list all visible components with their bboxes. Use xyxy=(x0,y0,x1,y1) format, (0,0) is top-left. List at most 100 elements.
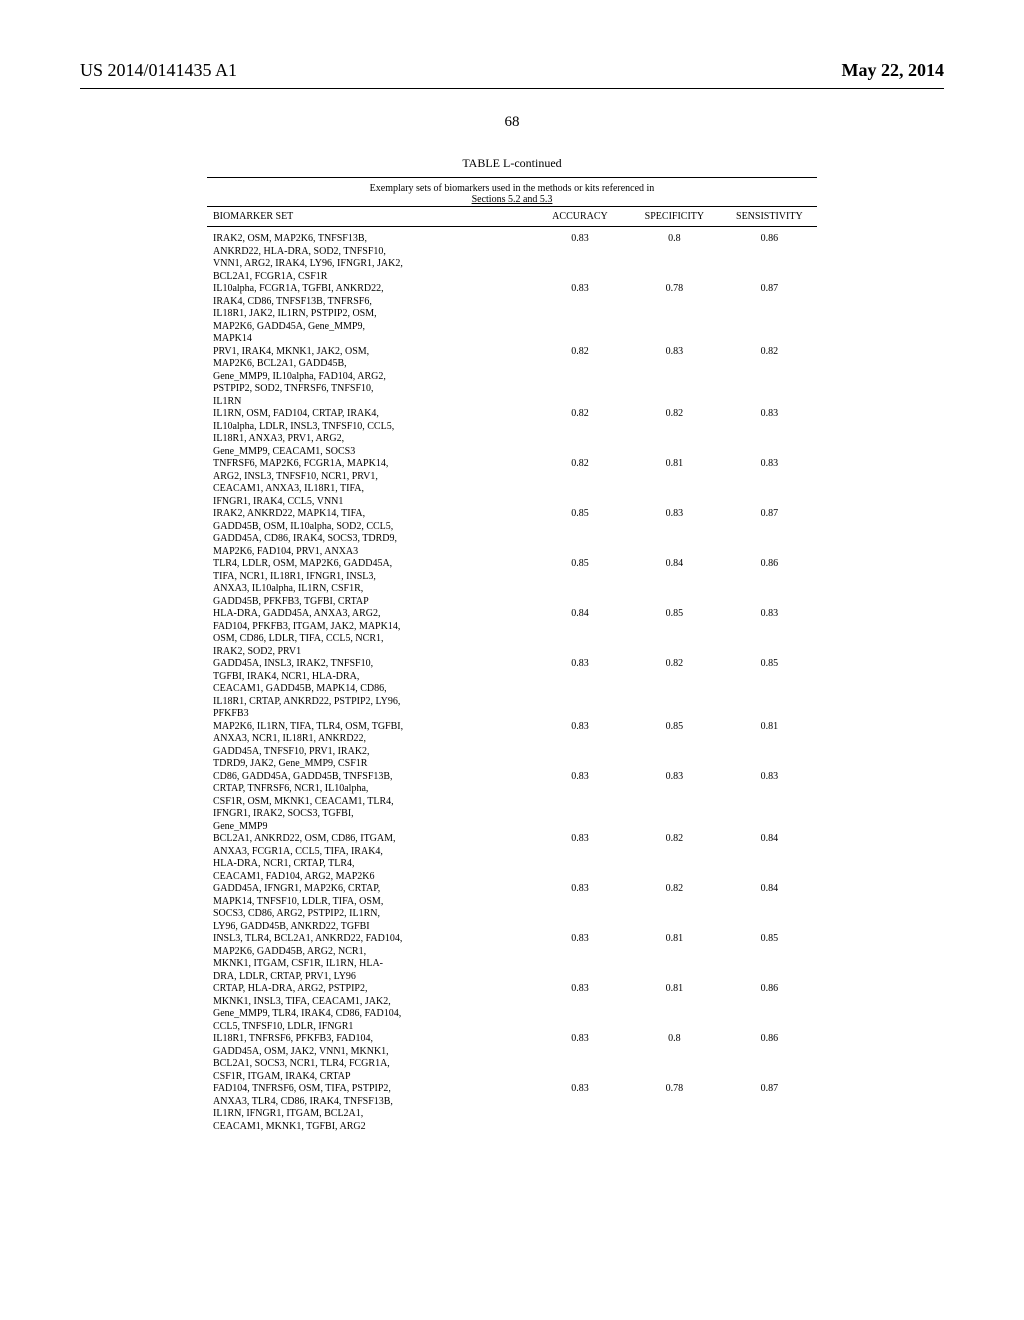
caption-line-2: Sections 5.2 and 5.3 xyxy=(472,194,553,205)
sensitivity-cell xyxy=(722,971,817,984)
sensitivity-cell xyxy=(722,683,817,696)
accuracy-cell: 0.82 xyxy=(533,346,627,359)
table-row: IL1RN, IFNGR1, ITGAM, BCL2A1, xyxy=(207,1108,817,1121)
biomarker-cell: IL10alpha, FCGR1A, TGFBI, ANKRD22, xyxy=(207,283,533,296)
accuracy-cell xyxy=(533,596,627,609)
accuracy-cell xyxy=(533,521,627,534)
accuracy-cell xyxy=(533,1108,627,1121)
biomarker-cell: Gene_MMP9, CEACAM1, SOCS3 xyxy=(207,446,533,459)
table-row: GADD45A, CD86, IRAK4, SOCS3, TDRD9, xyxy=(207,533,817,546)
specificity-cell xyxy=(627,696,722,709)
table-row: DRA, LDLR, CRTAP, PRV1, LY96 xyxy=(207,971,817,984)
specificity-cell xyxy=(627,1021,722,1034)
biomarker-cell: IL1RN, IFNGR1, ITGAM, BCL2A1, xyxy=(207,1108,533,1121)
biomarker-cell: CEACAM1, GADD45B, MAPK14, CD86, xyxy=(207,683,533,696)
specificity-cell xyxy=(627,321,722,334)
col-biomarker: BIOMARKER SET xyxy=(207,207,533,227)
specificity-cell xyxy=(627,646,722,659)
specificity-cell xyxy=(627,971,722,984)
specificity-cell xyxy=(627,483,722,496)
specificity-cell xyxy=(627,271,722,284)
sensitivity-cell xyxy=(722,758,817,771)
table-row: CEACAM1, GADD45B, MAPK14, CD86, xyxy=(207,683,817,696)
sensitivity-cell xyxy=(722,396,817,409)
biomarker-cell: SOCS3, CD86, ARG2, PSTPIP2, IL1RN, xyxy=(207,908,533,921)
table-row: IL1RN xyxy=(207,396,817,409)
specificity-cell xyxy=(627,533,722,546)
accuracy-cell xyxy=(533,496,627,509)
accuracy-cell: 0.83 xyxy=(533,983,627,996)
sensitivity-cell: 0.81 xyxy=(722,721,817,734)
specificity-cell xyxy=(627,1058,722,1071)
sensitivity-cell xyxy=(722,246,817,259)
sensitivity-cell xyxy=(722,383,817,396)
table-row: ARG2, INSL3, TNFSF10, NCR1, PRV1, xyxy=(207,471,817,484)
table-row: Gene_MMP9, IL10alpha, FAD104, ARG2, xyxy=(207,371,817,384)
biomarker-cell: IL18R1, JAK2, IL1RN, PSTPIP2, OSM, xyxy=(207,308,533,321)
sensitivity-cell: 0.85 xyxy=(722,933,817,946)
sensitivity-cell xyxy=(722,896,817,909)
table-row: TLR4, LDLR, OSM, MAP2K6, GADD45A,0.850.8… xyxy=(207,558,817,571)
table-row: BCL2A1, SOCS3, NCR1, TLR4, FCGR1A, xyxy=(207,1058,817,1071)
biomarker-cell: MAP2K6, IL1RN, TIFA, TLR4, OSM, TGFBI, xyxy=(207,721,533,734)
accuracy-cell xyxy=(533,571,627,584)
sensitivity-cell xyxy=(722,958,817,971)
specificity-cell xyxy=(627,946,722,959)
specificity-cell xyxy=(627,358,722,371)
sensitivity-cell xyxy=(722,1096,817,1109)
sensitivity-cell xyxy=(722,533,817,546)
table-row: ANKRD22, HLA-DRA, SOD2, TNFSF10, xyxy=(207,246,817,259)
sensitivity-cell xyxy=(722,571,817,584)
accuracy-cell xyxy=(533,471,627,484)
sensitivity-cell: 0.82 xyxy=(722,346,817,359)
accuracy-cell xyxy=(533,683,627,696)
table-row: Gene_MMP9 xyxy=(207,821,817,834)
biomarker-cell: PFKFB3 xyxy=(207,708,533,721)
sensitivity-cell xyxy=(722,996,817,1009)
sensitivity-cell: 0.86 xyxy=(722,558,817,571)
biomarker-cell: ANXA3, FCGR1A, CCL5, TIFA, IRAK4, xyxy=(207,846,533,859)
biomarker-cell: PRV1, IRAK4, MKNK1, JAK2, OSM, xyxy=(207,346,533,359)
biomarker-cell: CSF1R, OSM, MKNK1, CEACAM1, TLR4, xyxy=(207,796,533,809)
sensitivity-cell xyxy=(722,546,817,559)
biomarker-table-wrap: TABLE L-continued Exemplary sets of biom… xyxy=(207,156,817,1133)
specificity-cell xyxy=(627,396,722,409)
accuracy-cell xyxy=(533,783,627,796)
accuracy-cell xyxy=(533,1046,627,1059)
specificity-cell xyxy=(627,808,722,821)
biomarker-cell: MAP2K6, GADD45B, ARG2, NCR1, xyxy=(207,946,533,959)
specificity-cell xyxy=(627,583,722,596)
specificity-cell xyxy=(627,421,722,434)
specificity-cell: 0.78 xyxy=(627,283,722,296)
specificity-cell: 0.8 xyxy=(627,227,722,246)
table-row: GADD45A, INSL3, IRAK2, TNFSF10,0.830.820… xyxy=(207,658,817,671)
table-row: IFNGR1, IRAK4, CCL5, VNN1 xyxy=(207,496,817,509)
sensitivity-cell xyxy=(722,733,817,746)
accuracy-cell xyxy=(533,796,627,809)
biomarker-cell: MAPK14, TNFSF10, LDLR, TIFA, OSM, xyxy=(207,896,533,909)
biomarker-cell: IRAK2, OSM, MAP2K6, TNFSF13B, xyxy=(207,227,533,246)
table-row: TIFA, NCR1, IL18R1, IFNGR1, INSL3, xyxy=(207,571,817,584)
table-row: MAP2K6, FAD104, PRV1, ANXA3 xyxy=(207,546,817,559)
publication-id: US 2014/0141435 A1 xyxy=(80,60,237,81)
accuracy-cell xyxy=(533,971,627,984)
sensitivity-cell xyxy=(722,421,817,434)
specificity-cell xyxy=(627,671,722,684)
sensitivity-cell xyxy=(722,1008,817,1021)
biomarker-cell: IRAK4, CD86, TNFSF13B, TNFRSF6, xyxy=(207,296,533,309)
specificity-cell xyxy=(627,521,722,534)
specificity-cell xyxy=(627,896,722,909)
sensitivity-cell xyxy=(722,708,817,721)
sensitivity-cell xyxy=(722,1108,817,1121)
specificity-cell xyxy=(627,496,722,509)
biomarker-cell: FAD104, TNFRSF6, OSM, TIFA, PSTPIP2, xyxy=(207,1083,533,1096)
sensitivity-cell xyxy=(722,808,817,821)
biomarker-cell: CEACAM1, ANXA3, IL18R1, TIFA, xyxy=(207,483,533,496)
biomarker-cell: MAP2K6, GADD45A, Gene_MMP9, xyxy=(207,321,533,334)
accuracy-cell xyxy=(533,896,627,909)
table-row: LY96, GADD45B, ANKRD22, TGFBI xyxy=(207,921,817,934)
biomarker-cell: LY96, GADD45B, ANKRD22, TGFBI xyxy=(207,921,533,934)
table-row: MAP2K6, IL1RN, TIFA, TLR4, OSM, TGFBI, 0.… xyxy=(207,721,817,734)
table-row: TNFRSF6, MAP2K6, FCGR1A, MAPK14,0.820.81… xyxy=(207,458,817,471)
biomarker-cell: GADD45A, OSM, JAK2, VNN1, MKNK1, xyxy=(207,1046,533,1059)
